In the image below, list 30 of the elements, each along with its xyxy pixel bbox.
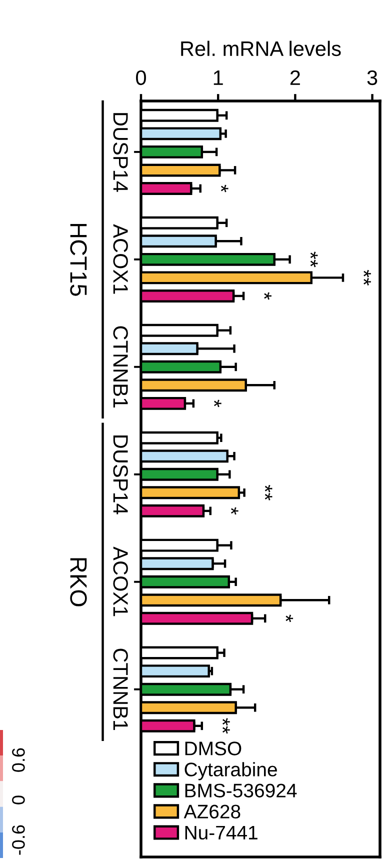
x-axis-title: Rel. mRNA levels (181, 40, 341, 56)
data-label: * (214, 400, 222, 408)
y-tick-label: CTNNB1 (113, 326, 128, 408)
data-label: ** (364, 270, 371, 286)
legend-label: Nu-7441 (185, 826, 258, 840)
y-tick-label: ACOX1 (113, 546, 128, 616)
text: HCT15 (70, 224, 87, 296)
text: 0.6 (12, 748, 25, 772)
legend-label: DMSO (185, 742, 242, 756)
data-label: ** (264, 484, 272, 500)
x-tick-label: 2 (290, 70, 300, 85)
data-label: ** (310, 252, 318, 268)
y-tick-label: DUSP14 (113, 113, 128, 192)
text: -0.6 (12, 825, 25, 855)
data-label: * (264, 292, 272, 300)
data-label: ** (222, 718, 230, 734)
legend-label: BMS-536924 (185, 784, 297, 798)
x-tick-label: 3 (367, 70, 378, 86)
data-label: * (230, 507, 238, 515)
data-label: * (286, 614, 294, 622)
legend-label: Cytarabine (184, 762, 277, 780)
text: 0 (12, 796, 25, 804)
text: RKO (70, 558, 87, 606)
data-label: * (220, 184, 228, 192)
x-tick-label: 0 (136, 70, 146, 86)
y-tick-label: CTNNB1 (113, 648, 128, 730)
legend-label: AZ628 (184, 804, 240, 819)
y-tick-label: DUSP14 (113, 436, 128, 514)
x-tick-label: 1 (214, 70, 223, 85)
y-tick-label: ACOX1 (113, 224, 128, 294)
